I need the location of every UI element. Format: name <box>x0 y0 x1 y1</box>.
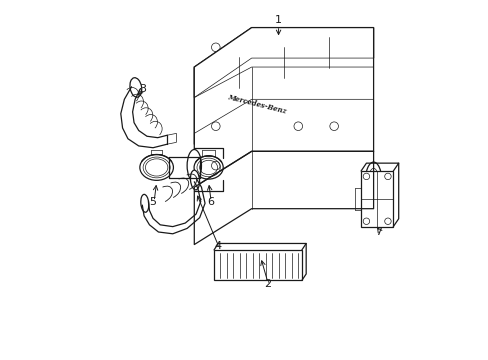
Ellipse shape <box>187 149 201 182</box>
Polygon shape <box>194 28 373 187</box>
Text: 7: 7 <box>375 227 382 237</box>
Text: 4: 4 <box>214 241 221 251</box>
Text: 6: 6 <box>206 197 213 207</box>
Text: 5: 5 <box>149 197 156 207</box>
Text: 2: 2 <box>264 279 271 289</box>
Text: 1: 1 <box>275 15 282 26</box>
Ellipse shape <box>141 194 148 212</box>
Text: 3: 3 <box>139 84 145 94</box>
Ellipse shape <box>190 170 199 190</box>
Polygon shape <box>360 171 392 226</box>
Polygon shape <box>194 28 373 98</box>
Ellipse shape <box>130 78 142 97</box>
Ellipse shape <box>365 162 381 198</box>
Text: Mercedes-Benz: Mercedes-Benz <box>226 94 287 116</box>
Polygon shape <box>214 250 301 280</box>
